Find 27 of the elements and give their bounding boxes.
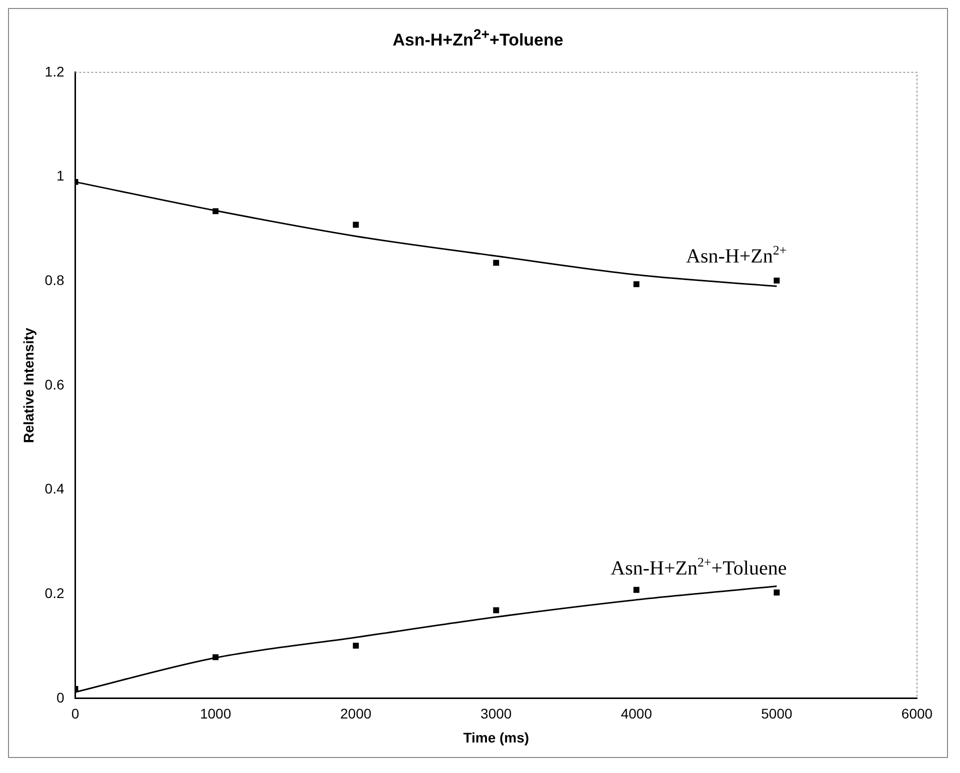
point bbox=[493, 607, 500, 614]
point bbox=[774, 278, 780, 284]
x-tick-label: 3000 bbox=[480, 706, 512, 722]
x-tick-label: 6000 bbox=[901, 706, 933, 722]
y-tick-label: 1 bbox=[56, 168, 64, 184]
x-tick-label: 5000 bbox=[761, 706, 792, 722]
point bbox=[352, 222, 359, 228]
x-tick-label: 4000 bbox=[620, 706, 652, 722]
y-tick-label: 1.2 bbox=[44, 63, 64, 80]
y-axis-title: Relative Intensity bbox=[20, 328, 36, 443]
y-tick-label: 0 bbox=[56, 689, 64, 706]
point bbox=[774, 590, 780, 596]
point bbox=[493, 260, 500, 266]
point bbox=[212, 654, 219, 660]
x-tick-label: 0 bbox=[71, 706, 80, 722]
x-tick-label: 2000 bbox=[340, 706, 372, 722]
chart-title: Asn-H+Zn$^{2+}$+Toluene bbox=[392, 26, 564, 52]
y-tick-label: 0.2 bbox=[44, 584, 64, 601]
x-tick-label: 1000 bbox=[200, 706, 232, 722]
y-tick-label: 0.8 bbox=[44, 272, 64, 288]
x-axis-title: Time (ms) bbox=[463, 729, 530, 746]
point bbox=[352, 642, 359, 649]
point bbox=[633, 586, 640, 593]
y-tick-label: 0.4 bbox=[44, 480, 64, 497]
point bbox=[212, 208, 219, 214]
point bbox=[633, 281, 640, 288]
y-tick-label: 0.6 bbox=[44, 376, 64, 392]
